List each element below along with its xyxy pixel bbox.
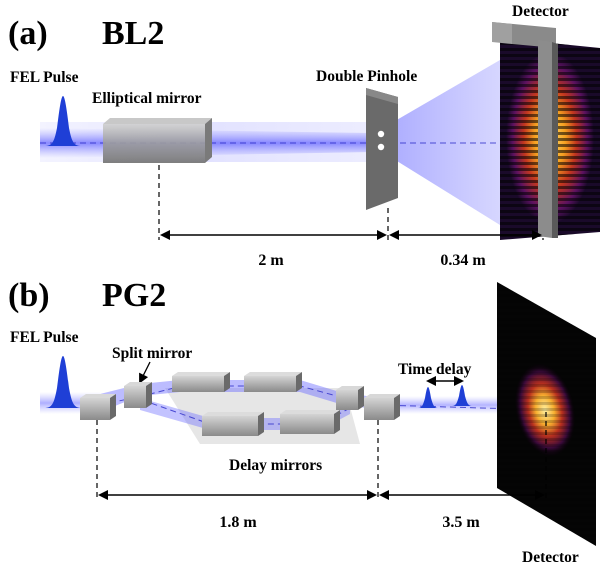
pinhole-upper-icon [377,130,385,138]
panel-b-delay-mirror-2 [244,372,302,392]
panel-b-recombination-mirror [336,386,364,410]
panel-b-fel-pulse-icon [44,356,82,408]
panel-a-distance-1: 2 m [258,252,284,269]
panel-b-split-mirror-pointer [139,361,151,384]
panel-a-beamline-label: BL2 [102,15,164,52]
panel-a-elliptical-mirror-label: Elliptical mirror [92,90,202,107]
panel-b-pulse-1-icon [418,387,438,408]
panel-b-time-delay-label: Time delay [398,361,472,378]
panel-b-exit-mirror [364,394,400,420]
panel-a-diffraction-cone [376,60,500,225]
panel-b-delay-mirror-4 [280,410,340,434]
panel-b-split-mirror [124,382,152,408]
panel-b-distance-2: 3.5 m [442,514,480,531]
panel-b-distance-1: 1.8 m [219,514,257,531]
panel-b-delay-mirror-1 [172,372,230,392]
panel-a-detector-label: Detector [512,3,569,20]
panel-a-double-pinhole-label: Double Pinhole [316,68,417,85]
pinhole-lower-icon [377,143,385,151]
panel-a-distance-2: 0.34 m [440,252,486,269]
panel-b-beam-upper [100,380,380,412]
panel-a-tag: (a) [8,15,48,52]
panel-b-pulse-2-icon [452,385,472,406]
panel-b-delay-mirror-3 [202,412,264,436]
panel-b-tag: (b) [8,277,50,314]
panel-a-elliptical-mirror [103,118,212,163]
panel-b-delay-mirrors-label: Delay mirrors [229,457,322,474]
panel-b-split-mirror-label: Split mirror [112,345,192,362]
panel-a-fel-pulse-icon [44,96,82,146]
panel-b-detector-label: Detector [522,549,579,566]
panel-a-fel-pulse-label: FEL Pulse [10,69,79,86]
panel-a: (a) BL2 FEL Pulse Elliptical mirror Doub… [8,3,600,269]
panel-b-beamline-label: PG2 [102,277,166,314]
panel-b-fel-pulse-label: FEL Pulse [10,329,79,346]
panel-b: (b) PG2 FEL Pulse Split mirror Time dela… [8,277,596,566]
panel-a-detector [492,22,600,240]
panel-a-double-pinhole [366,88,398,210]
panel-b-entrance-mirror [80,394,116,420]
